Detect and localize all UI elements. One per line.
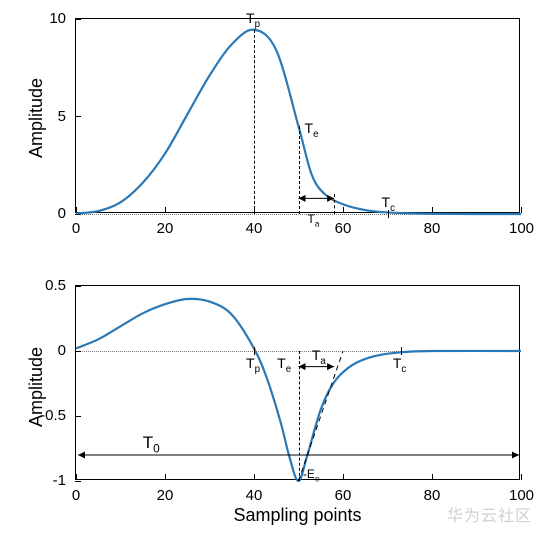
label-Te: Te: [277, 355, 291, 375]
x-tick-label: 40: [242, 487, 266, 504]
label-Ee: -Ee: [303, 467, 320, 483]
label-Tc: Tc: [393, 355, 406, 375]
y-tick-label: -1: [32, 472, 66, 489]
dashed-marker: [299, 351, 300, 481]
bottom-ylabel: Amplitude: [26, 347, 47, 427]
bottom-plot-area: 020406080100-1-0.500.5TpTeTcTaT0-Ee: [75, 285, 520, 480]
watermark: 华为云社区: [447, 502, 532, 526]
dashed-oblique: [299, 351, 344, 481]
label-T0: T0: [143, 433, 160, 455]
bottom-chart: 020406080100-1-0.500.5TpTeTcTaT0-Ee Ampl…: [0, 0, 550, 542]
x-tick-label: 20: [153, 487, 177, 504]
tick-Tc: [401, 347, 402, 355]
label-Tp: Tp: [246, 355, 260, 375]
x-tick-label: 60: [331, 487, 355, 504]
x-tick-label: 80: [420, 487, 444, 504]
label-Ta: Ta: [312, 347, 326, 367]
x-tick-label: 0: [64, 487, 88, 504]
y-tick-label: 0.5: [32, 277, 66, 294]
tick-Tp: [254, 347, 255, 355]
